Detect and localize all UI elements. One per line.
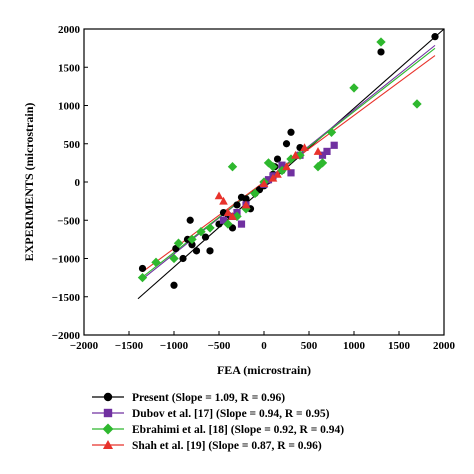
data-point-series-1: [323, 147, 331, 155]
data-point-series-3: [214, 191, 224, 200]
x-axis-title: FEA (microstrain): [217, 363, 311, 377]
data-point-series-2: [173, 238, 184, 248]
data-point-series-2: [376, 37, 386, 47]
y-tick-label: 1000: [58, 101, 81, 113]
data-point-series-0: [201, 233, 210, 241]
data-point-series-2: [349, 83, 359, 93]
data-point-series-0: [170, 281, 178, 289]
data-point-series-2: [412, 99, 422, 109]
y-tick-label: 0: [75, 177, 81, 189]
data-point-series-2: [137, 272, 148, 283]
x-tick-label: 1000: [343, 340, 366, 352]
data-point-series-0: [287, 128, 295, 136]
data-point-series-2: [286, 154, 296, 164]
data-point-series-3: [282, 162, 291, 171]
data-point-series-0: [192, 247, 201, 255]
fit-line-series-0: [137, 28, 445, 300]
data-points: [137, 33, 439, 289]
data-point-series-1: [237, 220, 246, 228]
data-point-series-3: [219, 196, 228, 205]
data-point-series-2: [187, 234, 197, 245]
data-point-series-2: [326, 127, 337, 137]
data-point-series-3: [313, 147, 323, 155]
y-tick-label: −2000: [52, 330, 81, 342]
x-tick-label: 2000: [433, 340, 456, 352]
data-point-series-3: [241, 200, 251, 209]
data-point-series-3: [228, 212, 237, 220]
data-point-series-2: [317, 158, 328, 168]
data-point-series-3: [291, 150, 300, 159]
x-tick-label: −500: [208, 340, 231, 352]
legend-marker: [103, 392, 113, 402]
axis-ticks: −2000 −1500 −1000 −500 0 500 1000 1500 2000 −2000…: [52, 24, 456, 352]
data-point-series-1: [318, 151, 327, 159]
data-point-series-1: [219, 216, 228, 224]
data-point-series-0: [206, 247, 214, 255]
data-point-series-2: [169, 253, 179, 264]
data-point-series-2: [227, 162, 238, 172]
x-tick-label: 0: [261, 340, 267, 352]
data-point-series-0: [233, 201, 241, 209]
data-point-series-1: [330, 141, 338, 149]
data-point-series-0: [179, 254, 187, 263]
y-axis-title: EXPERIMENTS (microstrain): [22, 103, 36, 262]
x-tick-label: −2000: [70, 340, 99, 352]
data-point-series-0: [282, 140, 291, 148]
data-point-series-2: [268, 162, 278, 172]
data-point-series-2: [151, 257, 161, 268]
data-point-series-0: [228, 224, 237, 232]
legend-marker: [102, 423, 114, 435]
legend-marker: [103, 408, 113, 418]
data-point-series-3: [259, 179, 269, 187]
data-point-series-3: [223, 208, 233, 217]
data-point-series-1: [287, 169, 295, 177]
data-point-series-1: [278, 161, 286, 169]
data-point-series-0: [188, 241, 196, 249]
data-point-series-0: [377, 48, 385, 56]
y-tick-label: −1500: [52, 292, 81, 304]
data-point-series-0: [242, 195, 250, 203]
data-point-series-3: [273, 170, 282, 178]
legend-entry-label: Dubov et al. [17] (Slope = 0.94, R = 0.9…: [132, 408, 330, 420]
legend-entry-label: Present (Slope = 1.09, R = 0.96): [132, 392, 285, 404]
y-tick-label: −500: [57, 215, 80, 227]
data-point-series-0: [273, 155, 282, 163]
data-point-series-2: [205, 223, 215, 233]
data-point-series-0: [186, 216, 194, 224]
data-point-series-2: [223, 219, 233, 229]
data-point-series-2: [196, 227, 206, 237]
x-tick-label: −1000: [160, 340, 189, 352]
legend-entry-label: Shah et al. [19] (Slope = 0.87, R = 0.96…: [132, 440, 322, 452]
data-point-series-0: [138, 264, 147, 273]
data-point-series-3: [268, 173, 278, 182]
y-tick-label: 1500: [58, 62, 81, 74]
x-tick-label: −1500: [115, 340, 144, 352]
x-tick-label: 500: [301, 340, 318, 352]
data-point-series-3: [300, 143, 309, 152]
y-tick-label: 2000: [58, 24, 81, 36]
y-tick-label: 500: [64, 139, 81, 151]
legend: Present (Slope = 1.09, R = 0.96) Dubov et…: [92, 392, 344, 452]
data-point-series-2: [250, 188, 260, 199]
data-point-series-0: [431, 33, 439, 41]
legend-entry-label: Ebrahimi et al. [18] (Slope = 0.92, R = …: [132, 424, 344, 436]
data-point-series-1: [264, 176, 273, 184]
x-tick-label: 1500: [388, 340, 411, 352]
y-tick-label: −1000: [52, 254, 81, 266]
legend-marker: [102, 439, 114, 450]
